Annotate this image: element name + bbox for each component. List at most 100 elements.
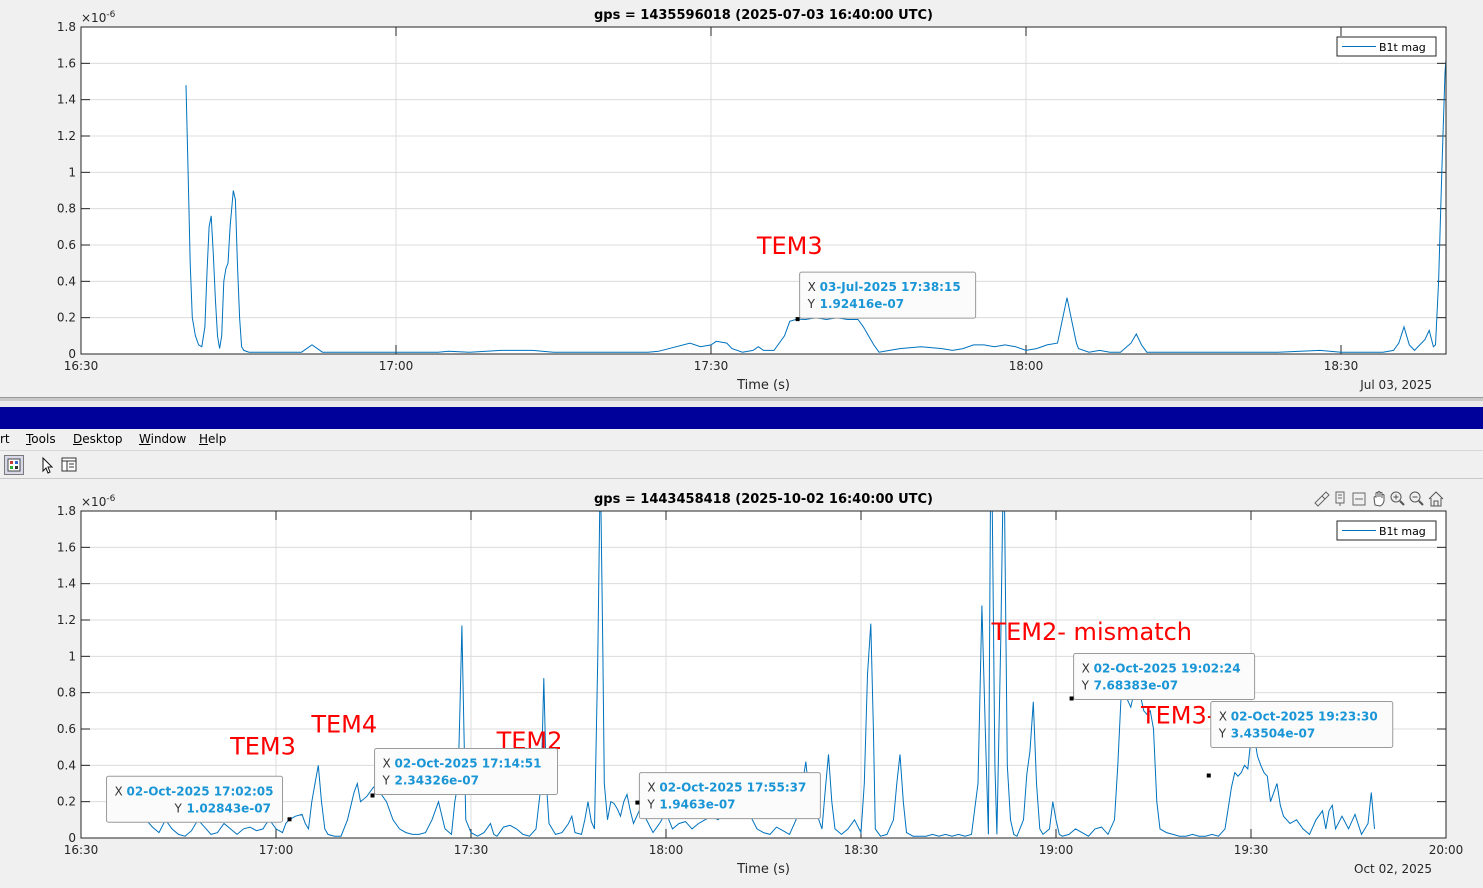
datatip-box — [799, 271, 977, 319]
x-tick-label: 16:30 — [64, 359, 99, 373]
zoom-out-icon[interactable] — [1407, 489, 1425, 509]
datatip: X 02-Oct-2025 19:02:24 Y 7.68383e-07 — [1069, 652, 1256, 701]
datatip-marker — [795, 317, 800, 322]
plot-browser-icon[interactable] — [59, 455, 79, 475]
data-tips-icon[interactable] — [1331, 489, 1349, 509]
figure-top: 16:30 17:00 17:30 18:00 18:30 0 0.2 0.4 0.6 0.8 1 1… — [0, 0, 1483, 397]
legend-box — [1336, 36, 1437, 57]
brush-icon[interactable] — [1312, 489, 1330, 509]
datatip-x-value: 02-Oct-2025 19:02:24 — [1094, 661, 1241, 675]
figure-toolbar — [0, 450, 1483, 479]
date-label: Oct 02, 2025 — [1354, 862, 1432, 876]
legend: B1t mag — [1336, 36, 1437, 57]
plot-area — [81, 27, 1446, 354]
window-gap — [0, 401, 1483, 407]
datatip: X 02-Oct-2025 17:02:05 Y 1.02843e-07 — [106, 775, 292, 823]
window-separator — [0, 397, 1483, 401]
y-exponent-label: ×10-6 — [81, 10, 116, 25]
y-exponent-label: ×10-6 — [81, 494, 116, 509]
datatip: X 03-Jul-2025 17:38:15 Y 1.92416e-07 — [795, 271, 977, 322]
window-title-bar — [0, 407, 1483, 429]
y-tick-label: 0.6 — [57, 238, 76, 252]
y-tick-label: 0.4 — [57, 274, 76, 288]
chart-top: 16:30 17:00 17:30 18:00 18:30 0 0.2 0.4 0.6 0.8 1 1… — [57, 8, 1447, 393]
y-tick-label: 1.4 — [57, 577, 76, 591]
datatip-x-label: X — [1219, 710, 1227, 724]
datatip-y-label: Y — [174, 801, 183, 815]
menu-item-window[interactable]: Window — [139, 432, 187, 446]
datatip: X 02-Oct-2025 17:55:37 Y 1.9463e-07 — [635, 772, 821, 820]
y-tick-label: 1.8 — [57, 504, 76, 518]
pan-icon[interactable] — [1369, 489, 1387, 509]
axes-toolbar — [1312, 489, 1447, 509]
datatip-x-value: 03-Jul-2025 17:38:15 — [820, 280, 961, 294]
y-tick-label: 1.6 — [57, 56, 76, 70]
datatip-x-label: X — [647, 781, 655, 795]
legend-box — [1336, 520, 1437, 541]
datatip-y-label: Y — [807, 297, 816, 311]
x-tick-label: 17:00 — [379, 359, 414, 373]
y-tick-label: 0.4 — [57, 758, 76, 772]
datatip-x-value: 02-Oct-2025 17:55:37 — [659, 781, 806, 795]
zoom-in-icon[interactable] — [1388, 489, 1406, 509]
datatip-x-label: X — [808, 280, 816, 294]
annotation-label: TEM3 — [229, 732, 296, 760]
datatip-y-label: Y — [1218, 727, 1227, 741]
datatip: X 02-Oct-2025 17:14:51 Y 2.34326e-07 — [370, 747, 559, 798]
datatip-x-label: X — [115, 784, 123, 798]
datatip-box — [638, 772, 821, 820]
legend: B1t mag — [1336, 520, 1437, 541]
x-tick-label: 19:30 — [1234, 843, 1269, 857]
datatip-y-value: 1.9463e-07 — [659, 798, 735, 812]
axes-box — [80, 510, 1447, 839]
datatip-marker — [1206, 773, 1211, 778]
y-tick-label: 0.8 — [57, 686, 76, 700]
datatip-marker — [287, 817, 292, 822]
datatip-marker — [635, 800, 640, 805]
chart-title: gps = 1443458418 (2025-10-02 16:40:00 UT… — [594, 492, 933, 507]
x-tick-label: 17:30 — [454, 843, 489, 857]
datatip-y-value: 1.92416e-07 — [820, 297, 904, 311]
x-tick-label: 18:30 — [844, 843, 879, 857]
menu-item-desktop[interactable]: Desktop — [73, 432, 123, 446]
annotation-label: TEM4 — [310, 711, 377, 739]
y-tick-label: 0 — [68, 831, 76, 845]
legend-entry: B1t mag — [1379, 41, 1426, 54]
legend-entry: B1t mag — [1379, 525, 1426, 538]
y-tick-label: 0.2 — [57, 795, 76, 809]
chart-bottom: 16:30 17:00 17:30 18:00 18:30 19:00 19:30 20:00… — [57, 492, 1464, 877]
datatip-box — [1073, 652, 1256, 700]
y-tick-label: 1.2 — [57, 129, 76, 143]
datatip-y-label: Y — [646, 798, 655, 812]
y-tick-label: 1.4 — [57, 93, 76, 107]
datatip-x-value: 02-Oct-2025 17:02:05 — [127, 784, 274, 798]
chart-title: gps = 1435596018 (2025-07-03 16:40:00 UT… — [594, 8, 933, 23]
property-editor-icon[interactable] — [4, 455, 24, 475]
x-tick-label: 20:00 — [1429, 843, 1464, 857]
y-tick-label: 1 — [68, 165, 76, 179]
y-tick-label: 1.8 — [57, 20, 76, 34]
datatip: X 02-Oct-2025 19:23:30 Y 3.43504e-07 — [1206, 701, 1394, 778]
y-tick-label: 1.6 — [57, 540, 76, 554]
menu-item-rt[interactable]: rt — [0, 432, 10, 446]
menu-bar: rt Tools Desktop Window Help — [0, 429, 1483, 450]
pointer-icon[interactable] — [37, 455, 57, 475]
x-tick-label: 18:30 — [1324, 359, 1359, 373]
x-tick-label: 16:30 — [64, 843, 99, 857]
datatip-box — [106, 775, 284, 823]
datatip-x-value: 02-Oct-2025 19:23:30 — [1231, 710, 1378, 724]
datatip-x-label: X — [383, 756, 391, 770]
menu-item-help[interactable]: Help — [199, 432, 227, 446]
home-icon[interactable] — [1426, 489, 1444, 509]
y-tick-label: 0 — [68, 347, 76, 361]
y-tick-label: 1.2 — [57, 613, 76, 627]
annotation-label: TEM3 — [756, 232, 823, 260]
y-tick-label: 0.2 — [57, 311, 76, 325]
hide-icon[interactable] — [1350, 489, 1368, 509]
menu-item-tools[interactable]: Tools — [26, 432, 56, 446]
datatip-y-value: 1.02843e-07 — [187, 801, 271, 815]
figure-bottom: 16:30 17:00 17:30 18:00 18:30 19:00 19:30 20:00… — [0, 479, 1483, 884]
x-tick-label: 18:00 — [1009, 359, 1044, 373]
datatip-marker — [1069, 696, 1074, 701]
x-tick-label: 17:00 — [259, 843, 294, 857]
